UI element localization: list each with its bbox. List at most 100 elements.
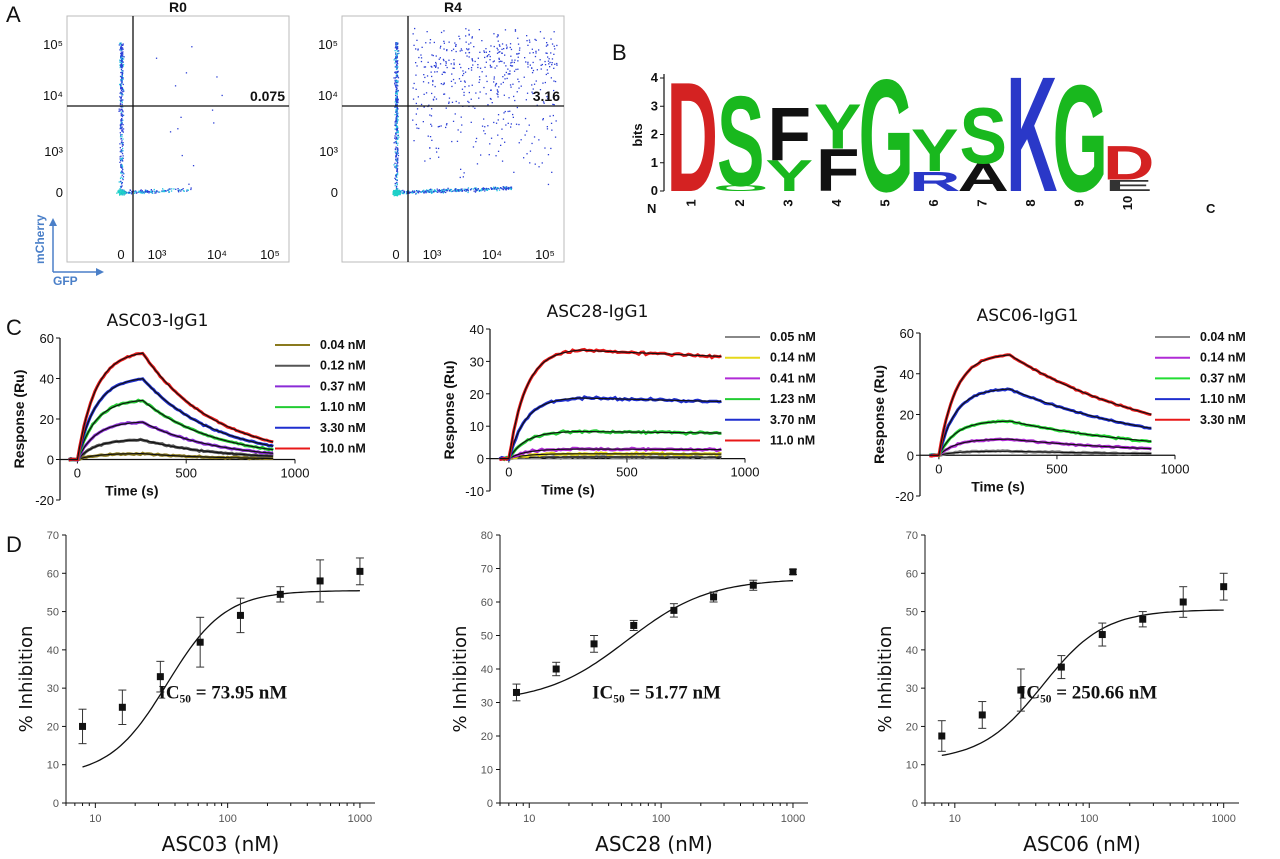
scatter-point [546, 44, 549, 46]
scatter-point [150, 189, 152, 191]
scatter-point [396, 168, 399, 170]
scatter-point [445, 191, 447, 194]
scatter-point [394, 47, 397, 49]
fit-curve [499, 448, 722, 460]
scatter-point [453, 62, 455, 64]
scatter-point [181, 154, 183, 157]
scatter-point [517, 60, 519, 62]
y-tick-label: 60 [481, 597, 493, 609]
scatter-point [497, 119, 499, 121]
scatter-point [395, 140, 398, 142]
scatter-point [397, 81, 399, 83]
scatter-point [122, 150, 124, 152]
scatter-point [415, 113, 417, 115]
y-tick-label: 10 [906, 760, 918, 772]
scatter-point [486, 55, 488, 58]
scatter-point [502, 118, 505, 120]
scatter-point [397, 147, 399, 149]
scatter-point [397, 77, 400, 79]
scatter-point [395, 98, 397, 100]
scatter-point [120, 122, 122, 124]
data-point [978, 711, 986, 719]
scatter-point [122, 61, 124, 63]
scatter-point [396, 122, 398, 124]
scatter-point [412, 190, 414, 192]
scatter-point [396, 73, 398, 75]
scatter-point [443, 40, 445, 42]
data-point [156, 673, 164, 681]
fit-curve [82, 590, 360, 768]
scatter-point [479, 79, 481, 81]
scatter-point [120, 55, 122, 57]
scatter-point [427, 61, 429, 63]
scatter-point [465, 52, 467, 54]
scatter-point [121, 157, 124, 159]
scatter-point [119, 161, 121, 163]
scatter-point [431, 75, 433, 78]
scatter-point [121, 106, 123, 108]
scatter-point [394, 182, 397, 185]
c-terminus-label: C [1206, 201, 1216, 216]
position-label: 3 [780, 199, 795, 206]
scatter-point [120, 92, 123, 94]
panel-label-a: A [6, 2, 21, 27]
scatter-point [423, 189, 425, 191]
scatter-point [396, 71, 398, 73]
scatter-point [455, 45, 457, 47]
scatter-point [459, 63, 461, 65]
scatter-point [453, 59, 455, 61]
scatter-point [553, 89, 555, 92]
scatter-point [396, 113, 399, 115]
scatter-point [443, 188, 445, 190]
scatter-point [119, 44, 121, 46]
scatter-point [492, 188, 494, 190]
scatter-point [120, 71, 122, 74]
scatter-point [452, 67, 454, 69]
scatter-point [498, 61, 500, 63]
scatter-point [122, 191, 124, 193]
x-tick-label: 0 [117, 247, 124, 262]
scatter-point [397, 127, 399, 129]
logo-letter: Y [911, 117, 959, 184]
scatter-point [477, 188, 479, 190]
scatter-point [138, 191, 140, 193]
scatter-point [395, 136, 397, 138]
scatter-point [426, 189, 428, 191]
scatter-point [546, 52, 548, 54]
scatter-point [517, 56, 519, 58]
scatter-point [547, 183, 550, 186]
scatter-point [120, 80, 123, 82]
scatter-point [119, 132, 121, 134]
scatter-point [121, 167, 123, 169]
scatter-point [499, 51, 501, 53]
scatter-point [122, 131, 124, 133]
scatter-point [120, 42, 122, 44]
data-point [1139, 615, 1147, 623]
scatter-point [431, 54, 433, 56]
scatter-point [461, 88, 464, 90]
scatter-point [121, 82, 123, 84]
scatter-point [440, 31, 443, 34]
y-axis-label: Response (Ru) [11, 370, 27, 469]
scatter-point [120, 60, 123, 63]
scatter-point [543, 37, 545, 39]
scatter-point [123, 189, 125, 191]
scatter-point [396, 95, 398, 97]
scatter-point [120, 100, 122, 102]
chart-title: ASC06-IgG1 [977, 306, 1079, 326]
scatter-point [502, 188, 505, 190]
scatter-point [458, 102, 460, 104]
scatter-point [119, 188, 121, 190]
scatter-point [119, 185, 122, 188]
scatter-point [395, 97, 397, 99]
scatter-point [395, 57, 397, 59]
scatter-point [504, 187, 506, 189]
scatter-point [490, 45, 492, 47]
scatter-point [460, 116, 462, 118]
scatter-point [119, 193, 121, 195]
position-label: 5 [877, 199, 892, 206]
scatter-point [165, 190, 167, 192]
scatter-point [142, 191, 144, 193]
scatter-point [395, 90, 398, 93]
scatter-point [477, 64, 479, 66]
